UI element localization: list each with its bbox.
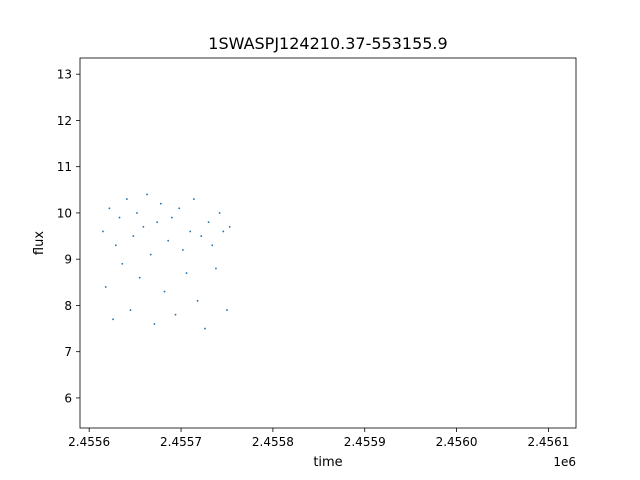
data-point xyxy=(142,225,145,228)
y-tick-label: 8 xyxy=(64,299,72,313)
data-point xyxy=(132,235,135,237)
y-tick-label: 6 xyxy=(64,391,72,405)
y-tick-label: 10 xyxy=(57,206,72,220)
data-point xyxy=(192,198,195,200)
data-point xyxy=(226,309,228,311)
data-point xyxy=(112,318,114,321)
data-point xyxy=(196,299,199,302)
data-point xyxy=(146,193,148,196)
data-point xyxy=(138,276,141,279)
data-point xyxy=(181,249,184,251)
data-point xyxy=(129,309,132,311)
data-point xyxy=(104,286,107,288)
data-point xyxy=(215,267,217,270)
y-tick-label: 7 xyxy=(64,345,72,359)
data-point xyxy=(222,230,225,233)
y-axis: 6 7 8 9 10 11 12 13 xyxy=(57,68,80,405)
data-point xyxy=(108,207,111,210)
y-tick-label: 12 xyxy=(57,114,72,128)
data-point xyxy=(159,202,162,205)
data-point xyxy=(170,216,173,219)
data-point xyxy=(204,327,206,330)
plot-frame xyxy=(79,57,577,429)
data-point xyxy=(121,262,124,265)
data-point xyxy=(156,221,159,224)
data-point xyxy=(114,244,117,247)
x-axis-offset-label: 1e6 xyxy=(553,455,576,469)
x-tick-label: 2.4558 xyxy=(252,435,294,449)
data-point xyxy=(211,244,214,247)
x-axis: 2.4556 2.4557 2.4558 2.4559 2.4560 2.4561 xyxy=(68,428,569,449)
x-tick-label: 2.4559 xyxy=(344,435,386,449)
data-point xyxy=(125,198,128,200)
data-point xyxy=(167,239,170,242)
x-tick-label: 2.4556 xyxy=(68,435,110,449)
data-point xyxy=(174,313,177,316)
y-tick-label: 9 xyxy=(64,253,72,267)
data-point xyxy=(163,290,166,293)
y-tick-label: 11 xyxy=(57,160,72,174)
x-tick-label: 2.4561 xyxy=(527,435,569,449)
data-point xyxy=(207,221,210,224)
chart-title: 1SWASPJ124210.37-553155.9 xyxy=(208,34,447,53)
data-point xyxy=(218,212,221,214)
y-tick-label: 13 xyxy=(57,68,72,82)
y-axis-label: flux xyxy=(32,231,47,255)
data-point xyxy=(200,235,203,237)
data-point xyxy=(118,216,121,219)
data-point xyxy=(136,212,138,214)
data-points xyxy=(102,193,231,330)
x-tick-label: 2.4557 xyxy=(160,435,202,449)
x-axis-label: time xyxy=(313,455,342,470)
x-tick-label: 2.4560 xyxy=(436,435,478,449)
data-point xyxy=(228,225,231,228)
data-point xyxy=(189,230,192,233)
data-point xyxy=(153,323,156,325)
data-point xyxy=(149,253,152,256)
data-point xyxy=(178,207,181,210)
data-point xyxy=(185,272,188,274)
data-point xyxy=(102,230,104,233)
